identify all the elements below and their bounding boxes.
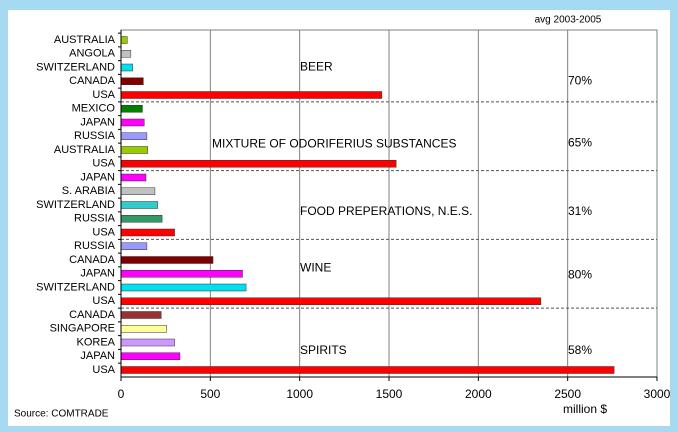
y-tick-label: RUSSIA (74, 213, 116, 225)
y-tick-label: USA (92, 226, 115, 238)
x-tick-label: 0 (118, 387, 125, 401)
bar (120, 91, 383, 99)
bar (120, 132, 148, 140)
bar (120, 77, 144, 85)
annotation: avg 2003-2005 (535, 15, 602, 26)
bar (120, 338, 175, 347)
x-tick-label: 500 (200, 387, 220, 401)
group-share: 70% (568, 73, 592, 87)
bar (120, 352, 181, 360)
bar (120, 146, 149, 154)
y-tick-label: RUSSIA (74, 130, 116, 142)
y-tick-label: SWITZERLAND (36, 61, 115, 73)
bar (120, 36, 128, 44)
group-label: BEER (300, 60, 333, 74)
bar (120, 270, 243, 278)
bar (120, 283, 247, 292)
panel (8, 10, 670, 426)
x-tick-label: 2500 (554, 387, 581, 401)
bar (120, 63, 133, 72)
group-share: 65% (568, 135, 592, 149)
y-tick-label: USA (92, 295, 115, 307)
y-tick-label: JAPAN (80, 268, 115, 280)
bar (120, 187, 156, 195)
y-tick-label: JAPAN (80, 116, 115, 128)
y-tick-label: JAPAN (80, 171, 115, 183)
y-tick-label: AUSTRALIA (54, 144, 116, 156)
bar (120, 215, 163, 223)
bar (120, 50, 132, 58)
group-share: 80% (568, 267, 592, 281)
x-axis-label: million $ (563, 402, 607, 416)
bar (120, 228, 175, 237)
y-tick-label: AUSTRALIA (54, 34, 116, 46)
y-tick-label: KOREA (76, 336, 115, 348)
bar (120, 105, 143, 113)
y-tick-label: USA (92, 364, 115, 376)
y-tick-label: RUSSIA (74, 240, 116, 252)
y-tick-label: CANADA (69, 254, 116, 266)
group-label: WINE (300, 260, 331, 274)
source: Source: COMTRADE (14, 409, 109, 420)
bar (120, 297, 542, 305)
y-tick-label: CANADA (69, 75, 116, 87)
bar (120, 160, 397, 168)
bar (120, 173, 147, 182)
bar (120, 311, 162, 319)
group-label: MIXTURE OF ODORIFERIUS SUBSTANCES (212, 137, 456, 151)
x-tick-label: 3000 (644, 387, 671, 401)
group-label: SPIRITS (300, 343, 347, 357)
group-share: 31% (568, 204, 592, 218)
y-tick-label: S. ARABIA (62, 185, 116, 197)
y-tick-label: SWITZERLAND (36, 199, 115, 211)
bar (120, 256, 214, 264)
group-share: 58% (568, 343, 592, 357)
y-tick-label: USA (92, 158, 115, 170)
y-tick-label: USA (92, 89, 115, 101)
x-tick-label: 2000 (465, 387, 492, 401)
x-tick-label: 1000 (286, 387, 313, 401)
y-tick-label: SWITZERLAND (36, 281, 115, 293)
bar (120, 118, 145, 127)
y-tick-label: JAPAN (80, 350, 115, 362)
bar (120, 242, 148, 250)
y-tick-label: MEXICO (72, 103, 116, 115)
group-label: FOOD PREPERATIONS, N.E.S. (300, 204, 472, 218)
bar (120, 201, 158, 209)
bar (120, 325, 167, 333)
bar (120, 366, 615, 374)
y-tick-label: SINGAPORE (50, 323, 115, 335)
y-tick-label: CANADA (69, 309, 116, 321)
x-tick-label: 1500 (376, 387, 403, 401)
y-tick-label: ANGOLA (69, 48, 116, 60)
